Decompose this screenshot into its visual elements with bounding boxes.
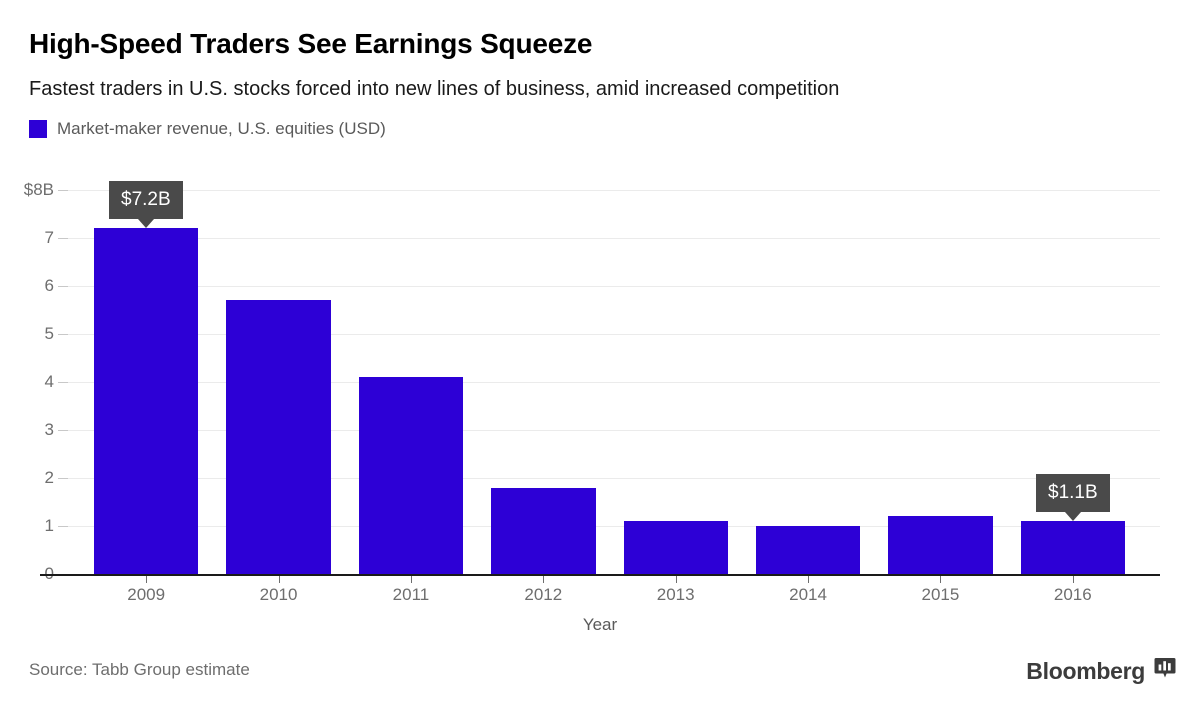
x-axis-tick-mark bbox=[543, 576, 544, 583]
y-axis-tick-label: 2 bbox=[44, 468, 54, 487]
gridline bbox=[68, 334, 1160, 335]
x-axis-tick-mark bbox=[808, 576, 809, 583]
x-axis-tick-mark bbox=[146, 576, 147, 583]
gridline bbox=[68, 238, 1160, 239]
x-axis-tick-mark bbox=[1073, 576, 1074, 583]
y-axis-tick-label: 7 bbox=[44, 228, 54, 247]
gridline bbox=[68, 286, 1160, 287]
page-subtitle: Fastest traders in U.S. stocks forced in… bbox=[29, 78, 840, 100]
y-axis-tick-label: 0 bbox=[0, 565, 54, 582]
bar-2009[interactable] bbox=[94, 228, 199, 574]
gridline bbox=[68, 382, 1160, 383]
brand-wordmark: Bloomberg bbox=[1026, 658, 1145, 684]
bar-2013[interactable] bbox=[623, 521, 728, 574]
x-axis-tick-label-2016: 2016 bbox=[1053, 585, 1092, 604]
x-axis-tick-label-2015: 2015 bbox=[921, 585, 960, 604]
bloomberg-brand: Bloomberg bbox=[1026, 657, 1176, 686]
legend-label: Market-maker revenue, U.S. equities (USD… bbox=[57, 119, 386, 138]
y-axis-tick-label: 3 bbox=[44, 420, 54, 439]
bar-2015[interactable] bbox=[888, 516, 993, 574]
y-axis-tick-mark bbox=[58, 478, 68, 479]
bar-2010[interactable] bbox=[226, 300, 331, 574]
y-axis-tick-mark bbox=[58, 286, 68, 287]
x-axis-tick-mark bbox=[411, 576, 412, 583]
callout-pointer-icon bbox=[1064, 512, 1081, 521]
bar-2016[interactable] bbox=[1020, 521, 1125, 574]
x-axis-tick-label-2012: 2012 bbox=[524, 585, 563, 604]
bar-2012[interactable] bbox=[491, 487, 596, 574]
bloomberg-badge-icon bbox=[1154, 657, 1176, 686]
chart-legend: Market-maker revenue, U.S. equities (USD… bbox=[29, 120, 386, 138]
y-axis-tick-label: $8B bbox=[23, 180, 54, 199]
legend-swatch-icon bbox=[29, 120, 47, 138]
y-axis-tick-label: 6 bbox=[44, 276, 54, 295]
y-axis-tick-mark bbox=[58, 334, 68, 335]
x-axis-tick-label-2011: 2011 bbox=[392, 585, 430, 604]
y-axis-tick-mark bbox=[58, 238, 68, 239]
source-note: Source: Tabb Group estimate bbox=[29, 660, 250, 679]
y-axis-tick-label: 4 bbox=[44, 372, 54, 391]
x-axis-tick-label-2009: 2009 bbox=[127, 585, 166, 604]
y-axis-tick-label: 5 bbox=[44, 324, 54, 343]
x-axis-tick-label-2013: 2013 bbox=[656, 585, 695, 604]
bar-2014[interactable] bbox=[755, 526, 861, 574]
callout-pointer-icon bbox=[137, 219, 154, 228]
data-label-text: $7.2B bbox=[109, 181, 183, 219]
y-axis-tick-mark bbox=[58, 430, 68, 431]
gridline bbox=[68, 478, 1160, 479]
y-axis-tick-mark bbox=[58, 382, 68, 383]
x-axis-tick-label-2010: 2010 bbox=[259, 585, 298, 604]
x-axis-tick-mark bbox=[676, 576, 677, 583]
page-title: High-Speed Traders See Earnings Squeeze bbox=[29, 28, 593, 59]
data-label-text: $1.1B bbox=[1036, 474, 1110, 512]
data-label-callout-2009: $7.2B bbox=[109, 181, 183, 228]
x-axis-tick-mark bbox=[279, 576, 280, 583]
bar-2011[interactable] bbox=[358, 377, 464, 574]
data-label-callout-2016: $1.1B bbox=[1036, 474, 1110, 521]
x-axis-tick-mark bbox=[940, 576, 941, 583]
x-axis-title: Year bbox=[582, 615, 618, 634]
gridline bbox=[68, 430, 1160, 431]
x-axis-tick-label-2014: 2014 bbox=[789, 585, 827, 604]
gridline bbox=[68, 190, 1160, 191]
y-axis-tick-mark bbox=[58, 190, 68, 191]
x-axis-line bbox=[40, 574, 1160, 576]
y-axis-tick-label: 1 bbox=[44, 516, 54, 535]
gridline bbox=[68, 526, 1160, 527]
y-axis-tick-mark bbox=[58, 526, 68, 527]
